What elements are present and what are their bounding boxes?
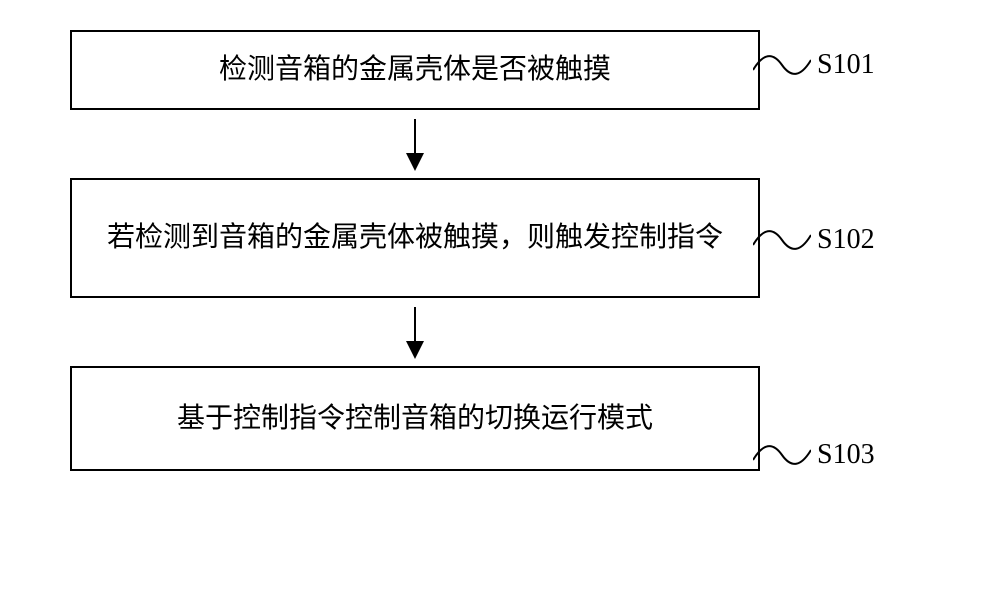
arrow-1 [414,119,416,169]
step-label-2: S102 [817,224,875,256]
wave-connector-3 [753,430,811,480]
step-box-1: 检测音箱的金属壳体是否被触摸 [70,30,760,110]
step-text-2: 若检测到音箱的金属壳体被触摸，则触发控制指令 [107,217,723,259]
label-container-1: S101 [753,40,875,90]
step-box-3: 基于控制指令控制音箱的切换运行模式 [70,366,760,471]
arrow-2 [414,307,416,357]
step-text-3: 基于控制指令控制音箱的切换运行模式 [177,398,653,440]
step-box-2: 若检测到音箱的金属壳体被触摸，则触发控制指令 [70,178,760,298]
label-container-3: S103 [753,430,875,480]
label-container-2: S102 [753,215,875,265]
wave-connector-1 [753,40,811,90]
wave-connector-2 [753,215,811,265]
step-label-3: S103 [817,439,875,471]
step-text-1: 检测音箱的金属壳体是否被触摸 [219,49,611,91]
arrow-2-container [70,298,760,366]
step-label-1: S101 [817,49,875,81]
arrow-1-container [70,110,760,178]
